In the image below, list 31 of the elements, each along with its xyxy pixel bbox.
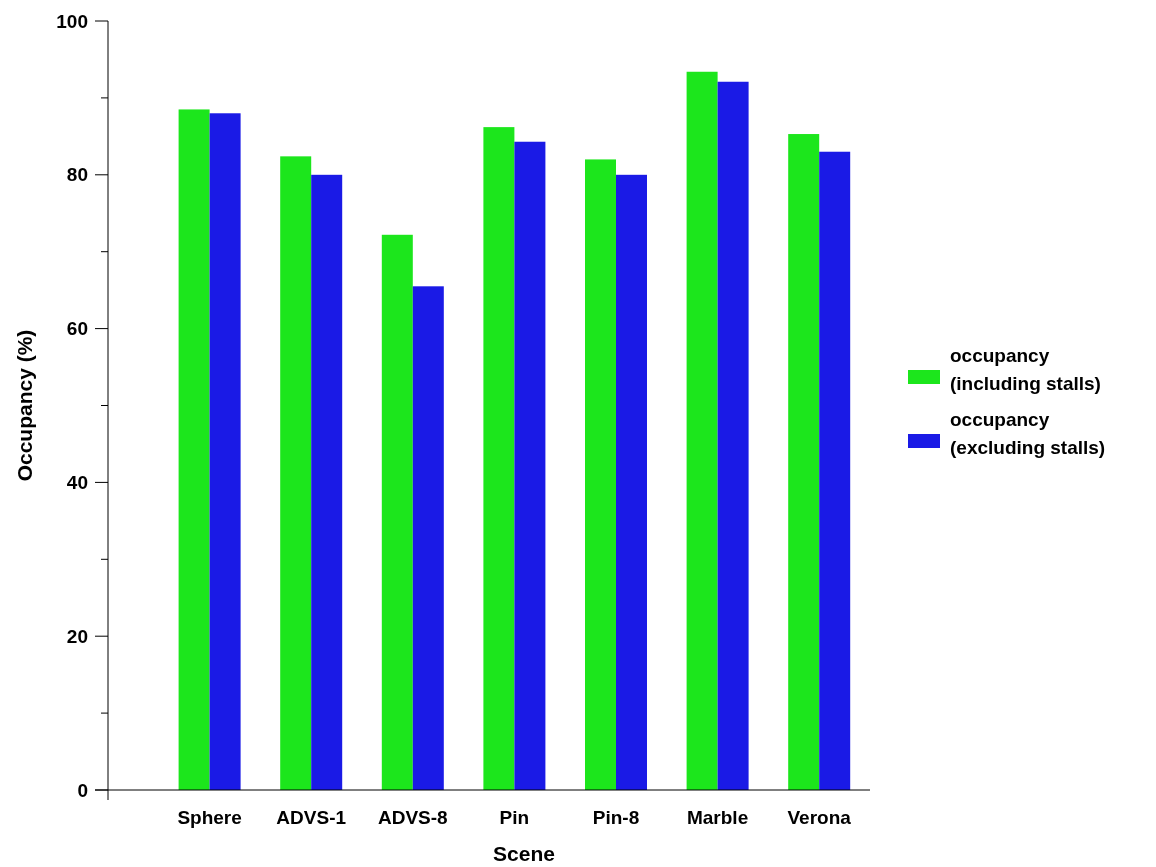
bar [280,156,312,790]
bar [717,81,749,790]
bar [178,109,210,790]
y-tick-label: 80 [66,164,88,186]
bar [311,174,343,790]
y-tick-label: 0 [77,779,88,801]
x-tick-label: Pin-8 [592,807,640,828]
bar [381,234,413,790]
x-tick-label: ADVS-8 [377,807,448,828]
y-axis-title: Occupancy (%) [13,329,36,482]
bar [686,71,718,790]
bar [819,151,851,790]
bar [616,174,647,790]
bar [209,113,241,790]
x-tick-label: Pin [499,807,530,828]
y-tick-label: 40 [66,472,88,494]
y-tick-label: 100 [56,10,88,32]
x-axis-title: Scene [493,842,555,865]
x-tick-label: Verona [787,807,852,828]
x-tick-label: Sphere [177,807,242,828]
bar [585,159,616,790]
y-tick-label: 20 [66,625,88,647]
bar [412,286,444,790]
y-tick-label: 60 [66,318,88,340]
x-tick-label: ADVS-1 [276,807,347,828]
x-tick-label: Marble [686,807,749,828]
legend-label: occupancy (including stalls) [950,345,1101,394]
bar [483,127,515,790]
bar [788,134,820,790]
bar [514,141,546,790]
legend-label: occupancy (excluding stalls) [950,409,1106,458]
